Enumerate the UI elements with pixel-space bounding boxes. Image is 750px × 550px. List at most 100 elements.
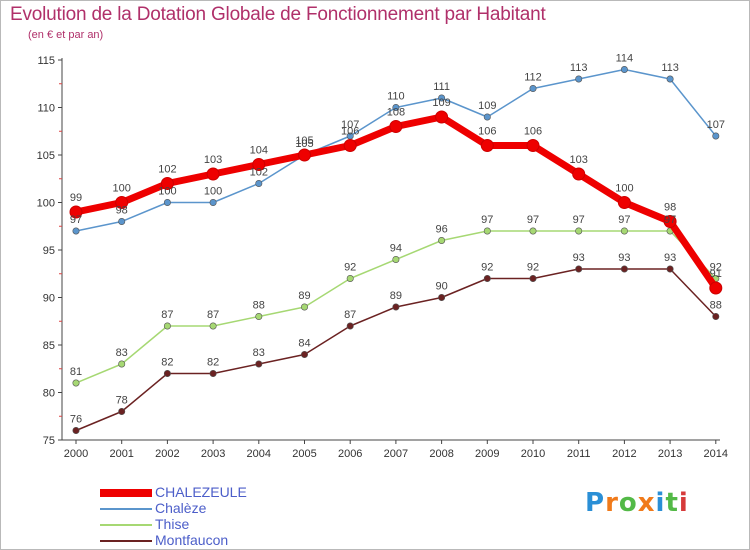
data-point (160, 177, 174, 190)
data-label: 92 (710, 262, 722, 274)
y-tick-label: 95 (43, 245, 55, 257)
data-point (392, 104, 400, 112)
data-point (118, 407, 126, 415)
data-label: 106 (524, 126, 542, 138)
data-label: 104 (250, 145, 268, 157)
data-label: 106 (478, 126, 496, 138)
data-point (483, 227, 491, 235)
data-label: 100 (615, 183, 633, 195)
y-tick-label: 85 (43, 340, 55, 352)
data-label: 109 (432, 97, 450, 109)
data-label: 103 (570, 154, 588, 166)
chart-subtitle: (en € et par an) (28, 29, 104, 41)
data-label: 82 (161, 357, 173, 369)
y-tick-label: 115 (37, 55, 55, 67)
data-point (526, 139, 540, 152)
data-label: 111 (433, 81, 450, 93)
data-label: 92 (481, 262, 493, 274)
data-point (620, 265, 628, 273)
logo-letter: r (605, 488, 619, 518)
data-label: 102 (158, 164, 176, 176)
data-point (209, 369, 217, 377)
y-tick-label: 90 (43, 293, 55, 305)
x-tick-label: 2009 (475, 448, 499, 460)
data-point (69, 205, 83, 219)
data-point (163, 199, 171, 207)
x-tick-label: 2011 (567, 448, 591, 460)
data-point (298, 148, 311, 162)
data-label: 97 (527, 214, 539, 226)
data-label: 78 (116, 395, 128, 407)
data-label: 113 (570, 62, 588, 74)
data-label: 92 (344, 262, 356, 274)
legend-label-montfaucon: Montfaucon (155, 532, 229, 548)
data-point (209, 199, 217, 207)
data-point (572, 167, 586, 181)
data-label: 94 (390, 243, 402, 255)
data-point (709, 281, 723, 295)
data-label: 113 (661, 62, 679, 74)
data-point (712, 132, 720, 140)
data-label: 105 (295, 138, 313, 150)
data-label: 90 (435, 281, 447, 293)
data-label: 97 (664, 214, 676, 226)
data-label: 107 (707, 119, 725, 131)
data-point (392, 255, 400, 263)
logo-letter: i (655, 488, 666, 518)
data-point (529, 227, 537, 235)
data-label: 103 (204, 154, 222, 166)
data-point (392, 303, 400, 311)
data-point (389, 120, 403, 133)
data-point (529, 274, 537, 282)
data-point (252, 158, 266, 171)
x-tick-label: 2013 (658, 448, 682, 460)
logo-letter: x (637, 488, 656, 518)
data-label: 100 (158, 186, 176, 198)
data-point (480, 139, 494, 152)
x-tick-label: 2000 (64, 448, 88, 460)
data-label: 100 (113, 183, 131, 195)
data-point (529, 85, 537, 93)
legend-swatch-chalezeule (100, 489, 152, 497)
data-point (663, 215, 677, 228)
logo-letter: o (618, 488, 638, 518)
legend-swatch-thise (100, 524, 152, 526)
y-tick-label: 80 (43, 388, 55, 400)
data-point (438, 293, 446, 301)
data-point (575, 75, 583, 83)
x-tick-label: 2008 (429, 448, 453, 460)
logo-letter: t (665, 488, 679, 518)
data-point (666, 75, 674, 83)
data-label: 83 (116, 347, 128, 359)
x-tick-label: 2004 (247, 448, 271, 460)
data-point (666, 265, 674, 273)
data-label: 102 (250, 167, 268, 179)
data-label: 97 (70, 214, 82, 226)
data-label: 97 (618, 214, 630, 226)
data-label: 76 (70, 414, 82, 426)
data-label: 87 (207, 309, 219, 321)
data-label: 87 (161, 309, 173, 321)
data-label: 98 (664, 202, 676, 214)
x-tick-label: 2003 (201, 448, 225, 460)
data-label: 83 (253, 347, 265, 359)
data-label: 97 (481, 214, 493, 226)
data-point (255, 312, 263, 320)
data-point (300, 303, 308, 311)
data-point (483, 274, 491, 282)
data-label: 106 (341, 126, 359, 138)
data-point (712, 312, 720, 320)
x-tick-label: 2006 (338, 448, 362, 460)
x-tick-label: 2005 (292, 448, 316, 460)
data-label: 82 (207, 357, 219, 369)
data-label: 91 (710, 268, 722, 280)
legend-label-chalezeule: CHALEZEULE (155, 484, 247, 500)
data-label: 93 (618, 252, 630, 264)
data-label: 81 (70, 366, 82, 378)
data-point (72, 379, 80, 387)
data-label: 89 (390, 290, 402, 302)
data-label: 84 (298, 338, 310, 350)
data-point (255, 180, 263, 188)
logo-letter: i (678, 488, 689, 518)
